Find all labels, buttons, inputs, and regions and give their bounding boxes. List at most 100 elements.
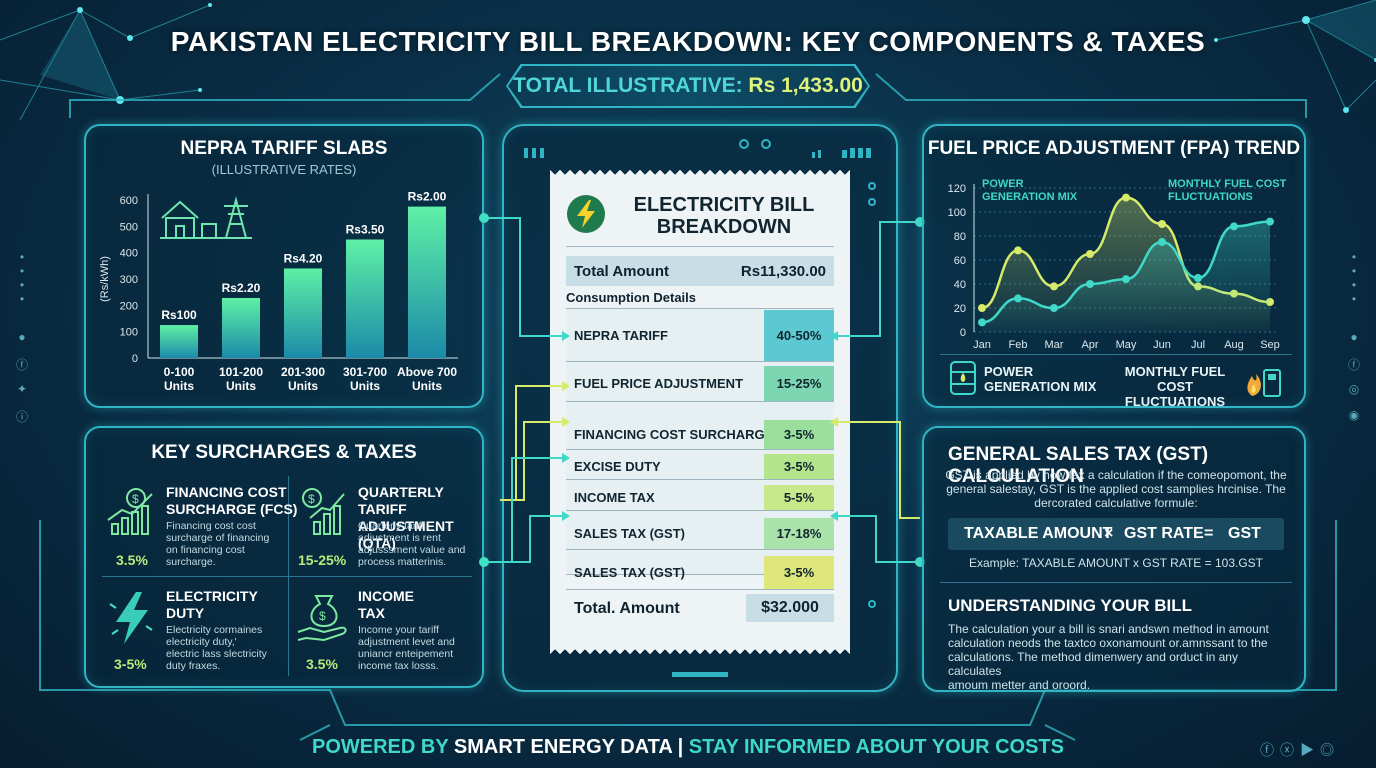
- x-tick-label: Units: [288, 379, 318, 393]
- receipt-row: INCOME TAX 5-5%: [566, 485, 834, 511]
- bar-data-label: Rs2.00: [408, 190, 447, 204]
- network-decoration-right: [1214, 0, 1376, 113]
- understanding-text: The calculation your a bill is snari and…: [948, 622, 1269, 692]
- row-name: FUEL PRICE ADJUSTMENT: [574, 376, 744, 391]
- surcharge-description: Income your tariff adjustment levet and un…: [358, 624, 455, 672]
- receipt-row: SALES TAX (GST) 17-18%: [566, 518, 834, 550]
- x-tick-label: 0-100: [164, 365, 195, 379]
- footer-powered-by: POWERED BY: [311, 736, 449, 758]
- row-percent: 3-5%: [764, 454, 834, 479]
- fpa-panel: FUEL PRICE ADJUSTMENT (FPA) TREND 0 20 40 6…: [922, 124, 1306, 409]
- youtube-icon[interactable]: ▶: [1300, 742, 1320, 758]
- data-point: [1230, 222, 1238, 231]
- row-name: NEPRA TARIFF: [574, 328, 668, 343]
- y-tick-label: 80: [954, 231, 966, 243]
- receipt-title: ELECTRICITY BILL BREAKDOWN: [633, 194, 815, 238]
- surcharge-title: QUARTERLY TARIFF ADJUSTMENT (QTA): [358, 484, 454, 551]
- x-tick-label: Sep: [1260, 339, 1280, 351]
- consumption-details-label: Consumption Details: [566, 290, 697, 305]
- gst-example: Example: TAXABLE AMOUNT x GST RATE = 103…: [969, 556, 1263, 570]
- receipt-rule: [566, 246, 834, 247]
- bar-data-label: Rs3.50: [346, 223, 385, 237]
- instagram-icon[interactable]: ◎: [1348, 382, 1360, 396]
- x-tick-label: 201-300: [281, 365, 325, 379]
- surcharge-title: INCOME TAX: [358, 588, 414, 621]
- y-tick-label: 100: [948, 207, 966, 219]
- facebook-icon[interactable]: ⓕ: [15, 358, 28, 372]
- twitter-icon[interactable]: ✦: [16, 382, 28, 396]
- y-tick-label: 0: [132, 353, 138, 365]
- y-tick-label: 0: [960, 327, 966, 339]
- tariff-bar: [222, 297, 260, 358]
- y-tick-label: 120: [948, 183, 966, 195]
- bill-receipt: ELECTRICITY BILL BREAKDOWN Total Amount R…: [550, 169, 850, 655]
- receipt-total-value: Rs11,330.00: [740, 263, 826, 280]
- surcharge-title: ELECTRICITY DUTY: [166, 588, 258, 621]
- receipt-edge-top: [550, 169, 850, 177]
- understanding-divider: [940, 582, 1292, 583]
- tariff-bar: [284, 268, 322, 358]
- svg-text:$: $: [319, 609, 326, 623]
- x-tick-label: Units: [350, 379, 380, 393]
- y-tick-label: 20: [954, 303, 966, 315]
- receipt-row: SALES TAX (GST) 3-5%: [566, 556, 834, 590]
- fuel-flame-icon: [1247, 369, 1281, 397]
- x-tick-label: Units: [226, 379, 256, 393]
- surcharges-title: KEY SURCHARGES & TAXES: [151, 442, 417, 463]
- formula-equals: =: [1204, 525, 1214, 542]
- x-icon[interactable]: ⓧ: [1280, 742, 1300, 758]
- instagram-icon[interactable]: ◎: [1320, 742, 1340, 758]
- surcharge-title: FINANCING COST SURCHARGE (FCS): [166, 484, 298, 517]
- footer-separator: |: [677, 736, 684, 758]
- gst-formula: TAXABLE AMOUNT × GST RATE = GST: [948, 518, 1284, 550]
- surcharges-divider-h: [102, 576, 472, 577]
- bar-data-label: Rs4.20: [284, 251, 323, 265]
- x-tick-label: Feb: [1009, 339, 1028, 351]
- tariff-slabs-title: NEPRA TARIFF SLABS: [180, 138, 388, 159]
- row-name: FINANCING COST SURCHARGE: [574, 427, 774, 442]
- data-point: [1086, 280, 1094, 288]
- network-decoration-left: [0, 3, 212, 121]
- facebook-icon[interactable]: ⓕ: [1260, 742, 1280, 758]
- fpa-legend-divider: [940, 354, 1292, 355]
- data-point: [1014, 246, 1022, 255]
- bar-data-label: Rs100: [161, 308, 197, 322]
- linkedin-icon[interactable]: ⓘ: [15, 410, 28, 424]
- x-tick-label: Jun: [1153, 339, 1171, 351]
- total-banner: TOTAL ILLUSTRATIVE: Rs 1,433.00: [508, 66, 868, 106]
- fpa-annotation-right: MONTHLY FUEL COST FLUCTUATIONS: [1168, 178, 1287, 203]
- x-tick-label: Apr: [1081, 339, 1098, 351]
- data-point: [978, 304, 986, 312]
- surcharge-description: Electricity cormaines electricity duty,' e…: [166, 624, 267, 672]
- data-point: [1014, 294, 1022, 303]
- messenger-icon[interactable]: ◉: [1348, 408, 1360, 422]
- user-icon: ●: [18, 330, 26, 344]
- understanding-title: UNDERSTANDING YOUR BILL: [948, 596, 1192, 615]
- data-point: [1158, 220, 1166, 228]
- data-point: [1266, 217, 1274, 226]
- tariff-bar-chart: 0100200300400500600(Rs/kWh)Rs1000-100Uni…: [99, 190, 458, 393]
- formula-gst-rate: GST RATE: [1124, 525, 1204, 542]
- row-percent: 17-18%: [764, 518, 834, 549]
- fpa-annotation-left: POWER GENERATION MIX: [982, 178, 1078, 203]
- formula-times: ×: [1104, 525, 1114, 542]
- facebook-icon[interactable]: ⓕ: [1347, 358, 1360, 372]
- footer-social-icons: ⓕⓧ▶◎: [1260, 740, 1340, 760]
- x-tick-label: Aug: [1224, 339, 1244, 351]
- data-point: [1122, 193, 1130, 202]
- receipt-footer-label: Total. Amount: [574, 600, 680, 617]
- data-point: [1194, 274, 1202, 282]
- x-tick-label: Units: [164, 379, 194, 393]
- row-percent: 5-5%: [764, 485, 834, 510]
- receipt-row: FINANCING COST SURCHARGE 3-5%: [566, 420, 834, 450]
- x-tick-label: Jan: [973, 339, 991, 351]
- svg-text:$: $: [308, 492, 315, 506]
- y-tick-label: 500: [120, 221, 138, 233]
- money-growth-icon: $: [107, 488, 153, 535]
- fpa-legend-right: MONTHLY FUEL COST FLUCTUATIONS: [1124, 364, 1226, 409]
- fpa-title: FUEL PRICE ADJUSTMENT (FPA) TREND: [927, 138, 1301, 159]
- surcharge-percent: 3.5%: [306, 656, 338, 672]
- row-name: EXCISE DUTY: [574, 459, 661, 474]
- surcharge-description: Quarterly tariff adjustment is rent adjuss…: [358, 520, 466, 568]
- tariff-bar: [346, 239, 384, 358]
